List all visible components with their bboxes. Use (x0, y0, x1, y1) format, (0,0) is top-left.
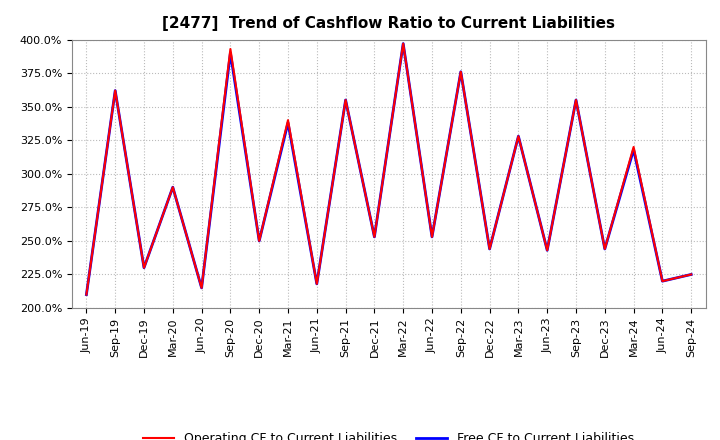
Free CF to Current Liabilities (284, 120, 292, 125)
Free CF to Current Liabilities (428, 234, 436, 239)
Operating CF to Current Liabilities (197, 285, 206, 290)
Operating CF to Current Liabilities (168, 185, 177, 190)
Free CF to Current Liabilities (572, 97, 580, 103)
Operating CF to Current Liabilities (629, 144, 638, 150)
Operating CF to Current Liabilities (284, 117, 292, 123)
Free CF to Current Liabilities (341, 97, 350, 103)
Operating CF to Current Liabilities (514, 134, 523, 139)
Line: Free CF to Current Liabilities: Free CF to Current Liabilities (86, 44, 691, 295)
Free CF to Current Liabilities (140, 265, 148, 270)
Free CF to Current Liabilities (456, 69, 465, 74)
Free CF to Current Liabilities (82, 292, 91, 297)
Legend: Operating CF to Current Liabilities, Free CF to Current Liabilities: Operating CF to Current Liabilities, Fre… (138, 427, 639, 440)
Free CF to Current Liabilities (111, 88, 120, 93)
Free CF to Current Liabilities (514, 134, 523, 139)
Operating CF to Current Liabilities (456, 69, 465, 74)
Free CF to Current Liabilities (168, 185, 177, 190)
Free CF to Current Liabilities (543, 248, 552, 253)
Operating CF to Current Liabilities (687, 272, 696, 277)
Free CF to Current Liabilities (687, 272, 696, 277)
Operating CF to Current Liabilities (658, 279, 667, 284)
Operating CF to Current Liabilities (572, 97, 580, 103)
Free CF to Current Liabilities (485, 246, 494, 252)
Operating CF to Current Liabilities (226, 46, 235, 51)
Operating CF to Current Liabilities (111, 88, 120, 93)
Operating CF to Current Liabilities (82, 292, 91, 297)
Operating CF to Current Liabilities (543, 248, 552, 253)
Free CF to Current Liabilities (312, 281, 321, 286)
Free CF to Current Liabilities (226, 51, 235, 56)
Line: Operating CF to Current Liabilities: Operating CF to Current Liabilities (86, 44, 691, 295)
Free CF to Current Liabilities (370, 234, 379, 239)
Free CF to Current Liabilities (600, 246, 609, 252)
Operating CF to Current Liabilities (312, 281, 321, 286)
Free CF to Current Liabilities (629, 147, 638, 152)
Operating CF to Current Liabilities (399, 41, 408, 46)
Operating CF to Current Liabilities (485, 246, 494, 252)
Operating CF to Current Liabilities (600, 246, 609, 252)
Operating CF to Current Liabilities (341, 97, 350, 103)
Operating CF to Current Liabilities (370, 234, 379, 239)
Operating CF to Current Liabilities (428, 234, 436, 239)
Operating CF to Current Liabilities (140, 265, 148, 270)
Title: [2477]  Trend of Cashflow Ratio to Current Liabilities: [2477] Trend of Cashflow Ratio to Curren… (162, 16, 616, 32)
Free CF to Current Liabilities (658, 279, 667, 284)
Operating CF to Current Liabilities (255, 238, 264, 244)
Free CF to Current Liabilities (399, 41, 408, 46)
Free CF to Current Liabilities (255, 238, 264, 244)
Free CF to Current Liabilities (197, 285, 206, 290)
